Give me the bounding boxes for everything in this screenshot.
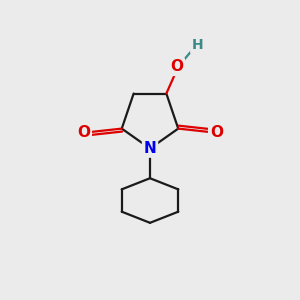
Text: N: N xyxy=(144,141,156,156)
Text: H: H xyxy=(192,38,203,52)
Text: O: O xyxy=(210,125,223,140)
Text: O: O xyxy=(170,59,183,74)
Text: O: O xyxy=(77,125,90,140)
